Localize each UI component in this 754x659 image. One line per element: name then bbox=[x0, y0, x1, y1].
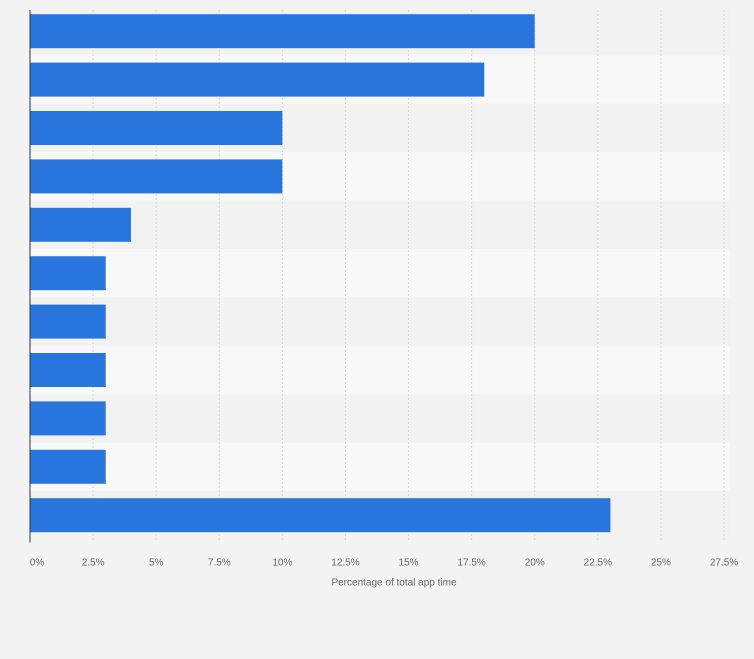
bar[interactable] bbox=[30, 353, 106, 387]
x-tick-label: 12.5% bbox=[331, 557, 359, 568]
x-tick-label: 20% bbox=[525, 557, 545, 568]
bar[interactable] bbox=[30, 401, 106, 436]
x-tick-label: 22.5% bbox=[584, 557, 612, 568]
x-tick-label: 17.5% bbox=[457, 557, 485, 568]
gridlines bbox=[92, 10, 725, 543]
bar[interactable] bbox=[30, 14, 535, 49]
bar[interactable] bbox=[30, 62, 485, 97]
x-tick-label: 2.5% bbox=[82, 557, 105, 568]
x-tick-label: 5% bbox=[149, 557, 164, 568]
x-tick-label: 10% bbox=[272, 557, 292, 568]
x-tick-label: 25% bbox=[651, 557, 671, 568]
row-bands bbox=[30, 7, 730, 540]
bar[interactable] bbox=[30, 207, 131, 242]
bar[interactable] bbox=[30, 111, 283, 145]
bar[interactable] bbox=[30, 159, 283, 194]
row-band bbox=[30, 249, 730, 298]
row-band bbox=[30, 200, 730, 249]
x-tick-label: 27.5% bbox=[710, 557, 738, 568]
row-band bbox=[30, 297, 730, 346]
bar[interactable] bbox=[30, 256, 106, 291]
x-axis-label: Percentage of total app time bbox=[331, 577, 457, 588]
bars bbox=[30, 14, 611, 533]
bar[interactable] bbox=[30, 304, 106, 339]
x-tick-label: 0% bbox=[30, 557, 45, 568]
bar[interactable] bbox=[30, 449, 106, 484]
row-band bbox=[30, 394, 730, 443]
x-axis-ticks: 0% 2.5% 5% 7.5% 10% 12.5% 15% 17.5% 20% 22.5% 25% 2… bbox=[30, 557, 739, 568]
row-band bbox=[30, 442, 730, 491]
row-band bbox=[30, 345, 730, 395]
bar[interactable] bbox=[30, 498, 611, 533]
x-tick-label: 15% bbox=[399, 557, 419, 568]
x-tick-label: 7.5% bbox=[208, 557, 231, 568]
